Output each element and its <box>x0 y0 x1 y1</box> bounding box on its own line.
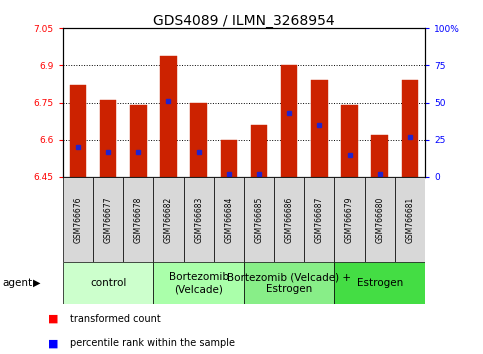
Bar <box>93 177 123 262</box>
Text: GSM766683: GSM766683 <box>194 196 203 243</box>
Bar <box>251 125 267 177</box>
Bar <box>213 177 244 262</box>
Text: ■: ■ <box>48 314 59 324</box>
Text: GSM766682: GSM766682 <box>164 196 173 242</box>
Bar <box>365 177 395 262</box>
Text: GSM766681: GSM766681 <box>405 196 414 242</box>
Text: control: control <box>90 278 126 288</box>
Bar <box>154 262 244 304</box>
Bar <box>70 85 86 177</box>
Bar <box>63 177 93 262</box>
Text: ■: ■ <box>48 338 59 348</box>
Bar <box>395 177 425 262</box>
Bar <box>154 177 184 262</box>
Text: ▶: ▶ <box>33 278 41 288</box>
Text: GSM766679: GSM766679 <box>345 196 354 243</box>
Bar <box>63 262 154 304</box>
Bar <box>341 105 358 177</box>
Text: transformed count: transformed count <box>70 314 161 324</box>
Text: GSM766687: GSM766687 <box>315 196 324 243</box>
Text: Bortezomib (Velcade) +
Estrogen: Bortezomib (Velcade) + Estrogen <box>227 272 351 294</box>
Bar <box>334 262 425 304</box>
Bar <box>334 177 365 262</box>
Bar <box>281 65 298 177</box>
Bar <box>311 80 327 177</box>
Text: GSM766678: GSM766678 <box>134 196 143 243</box>
Text: GSM766680: GSM766680 <box>375 196 384 243</box>
Text: Estrogen: Estrogen <box>356 278 403 288</box>
Bar <box>244 262 334 304</box>
Bar <box>130 105 146 177</box>
Text: GSM766684: GSM766684 <box>224 196 233 243</box>
Text: agent: agent <box>2 278 32 288</box>
Bar <box>190 103 207 177</box>
Bar <box>244 177 274 262</box>
Bar <box>304 177 334 262</box>
Bar <box>184 177 213 262</box>
Text: GSM766677: GSM766677 <box>103 196 113 243</box>
Bar <box>221 140 237 177</box>
Text: GDS4089 / ILMN_3268954: GDS4089 / ILMN_3268954 <box>153 14 335 28</box>
Bar <box>371 135 388 177</box>
Bar <box>123 177 154 262</box>
Text: Bortezomib
(Velcade): Bortezomib (Velcade) <box>169 272 228 294</box>
Text: percentile rank within the sample: percentile rank within the sample <box>70 338 235 348</box>
Text: GSM766676: GSM766676 <box>73 196 83 243</box>
Bar <box>274 177 304 262</box>
Bar <box>402 80 418 177</box>
Text: GSM766685: GSM766685 <box>255 196 264 243</box>
Text: GSM766686: GSM766686 <box>284 196 294 243</box>
Bar <box>160 56 177 177</box>
Bar <box>100 100 116 177</box>
